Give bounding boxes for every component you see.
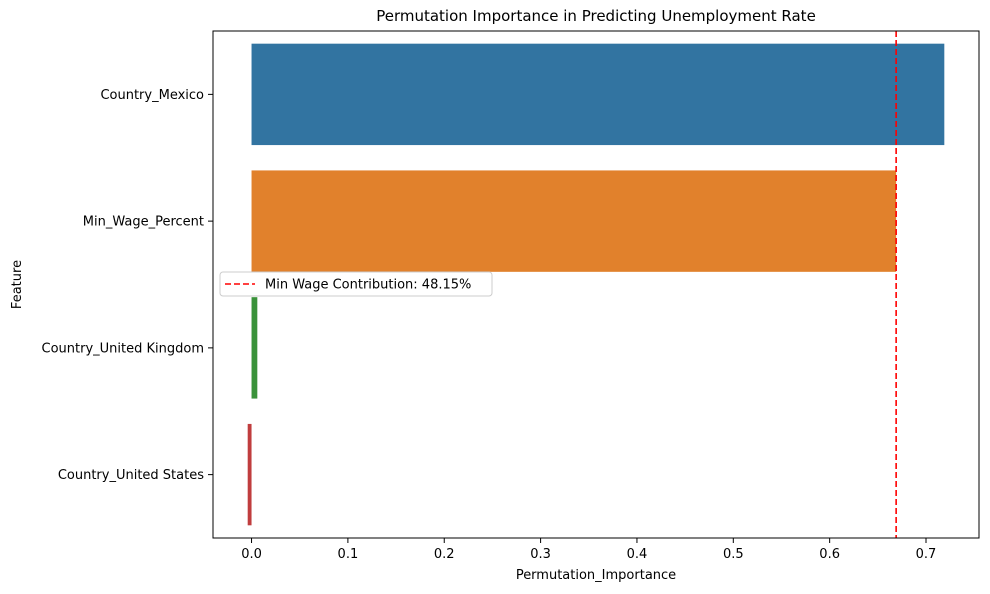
legend-entry-label: Min Wage Contribution: 48.15% [265, 278, 471, 293]
x-tick-label: 0.5 [723, 547, 744, 562]
y-tick-label: Country_United Kingdom [42, 341, 205, 356]
x-tick-label: 0.7 [916, 547, 937, 562]
chart-title: Permutation Importance in Predicting Une… [376, 7, 816, 25]
x-ticks: 0.0 0.1 0.2 0.3 0.4 0.5 0.6 0.7 [241, 538, 936, 562]
x-tick-label: 0.1 [338, 547, 359, 562]
bar-country-united-kingdom [251, 297, 258, 399]
plot-frame [212, 30, 980, 539]
y-tick-label: Country_Mexico [100, 88, 204, 103]
x-tick-label: 0.3 [530, 547, 551, 562]
legend: Min Wage Contribution: 48.15% [219, 271, 493, 297]
x-tick-label: 0.6 [819, 547, 840, 562]
bars-layer [247, 43, 945, 526]
x-tick-label: 0.0 [241, 547, 262, 562]
x-tick-label: 0.2 [434, 547, 455, 562]
y-axis-label: Feature [10, 260, 25, 309]
legend-box [219, 271, 493, 297]
y-tick-label: Country_United States [58, 468, 204, 483]
x-tick-label: 0.4 [627, 547, 648, 562]
x-axis-label: Permutation_Importance [516, 568, 676, 583]
y-ticks: Country_Mexico Min_Wage_Percent Country_Un… [42, 88, 213, 483]
bar-country-united-states [247, 423, 252, 526]
y-tick-label: Min_Wage_Percent [83, 215, 204, 230]
bar-min-wage-percent [251, 170, 897, 272]
bar-country-mexico [251, 43, 945, 146]
